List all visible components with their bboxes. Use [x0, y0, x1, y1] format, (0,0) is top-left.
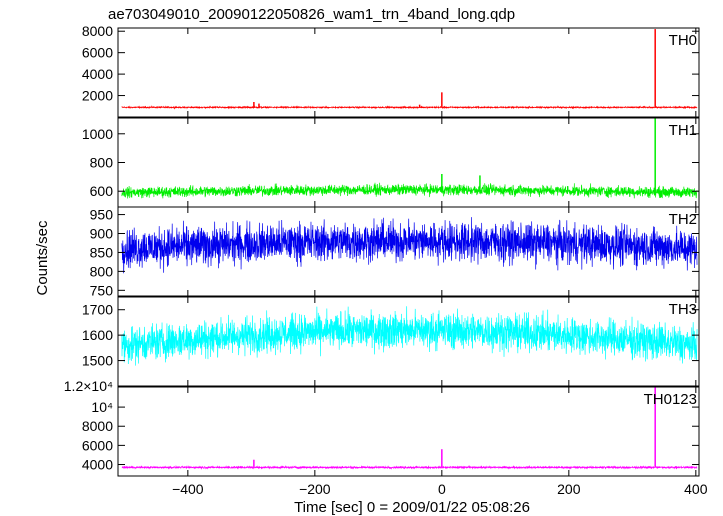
x-tick-label: 0	[438, 481, 446, 497]
y-tick-label: 4000	[82, 457, 113, 473]
panel-frame	[117, 206, 700, 297]
y-tick-label: 6000	[82, 437, 113, 453]
y-tick-label: 1600	[82, 327, 113, 343]
y-tick-label: 950	[90, 207, 114, 223]
y-tick-label: 2000	[82, 88, 113, 104]
y-tick-label: 1500	[82, 353, 113, 369]
y-tick-label: 750	[90, 282, 114, 298]
y-tick-label: 6000	[82, 45, 113, 61]
y-tick-label: 8000	[82, 418, 113, 434]
panel-name-label: TH0	[669, 32, 697, 49]
series-th3	[121, 306, 698, 366]
panel-th2: 750 800 850 900 950 TH2	[90, 206, 700, 298]
panel-th0123: 4000 6000 8000 10⁴ 1.2×10⁴ TH0123	[64, 378, 700, 477]
y-tick-label-top: 1.2×10⁴	[64, 378, 113, 394]
series-th0	[121, 105, 698, 110]
y-tick-label: 850	[90, 244, 114, 260]
y-tick-label: 1000	[82, 126, 113, 142]
panels-group: 2000 4000 6000 8000 TH0 600 800 1000 TH1 750 800 85…	[64, 23, 700, 477]
panel-name-label: TH3	[669, 301, 697, 318]
x-tick-label: 200	[557, 481, 581, 497]
x-tick-label: −400	[172, 481, 204, 497]
y-tick-label: 800	[90, 263, 114, 279]
x-axis-title: Time [sec] 0 = 2009/01/22 05:08:26	[294, 499, 530, 516]
y-tick-label: 800	[90, 155, 114, 171]
y-tick-label: 600	[90, 183, 114, 199]
x-tick-label: 400	[684, 481, 708, 497]
panel-th1: 600 800 1000 TH1	[82, 117, 700, 208]
x-axis: −400 −200 0 200 400	[172, 481, 708, 497]
y-axis-title: Counts/sec	[34, 220, 51, 296]
panel-frame	[117, 296, 700, 387]
panel-name-label: TH2	[669, 211, 697, 228]
panel-frame	[117, 27, 700, 118]
y-tick-label: 4000	[82, 66, 113, 82]
series-th1	[121, 182, 698, 199]
y-tick-label: 1700	[82, 302, 113, 318]
panel-name-label: TH0123	[644, 391, 697, 408]
y-tick-label: 10⁴	[91, 399, 113, 415]
y-tick-label: 900	[90, 226, 114, 242]
panel-name-label: TH1	[669, 122, 697, 139]
chart-title: ae703049010_20090122050826_wam1_trn_4ban…	[108, 6, 515, 23]
x-tick-label: −200	[299, 481, 331, 497]
y-tick-label: 8000	[82, 23, 113, 39]
panel-th3: 1500 1600 1700 TH3	[82, 296, 700, 387]
panel-frame	[117, 386, 700, 477]
panel-th0: 2000 4000 6000 8000 TH0	[82, 23, 700, 118]
series-th0123	[121, 464, 698, 470]
series-th2	[121, 217, 698, 274]
